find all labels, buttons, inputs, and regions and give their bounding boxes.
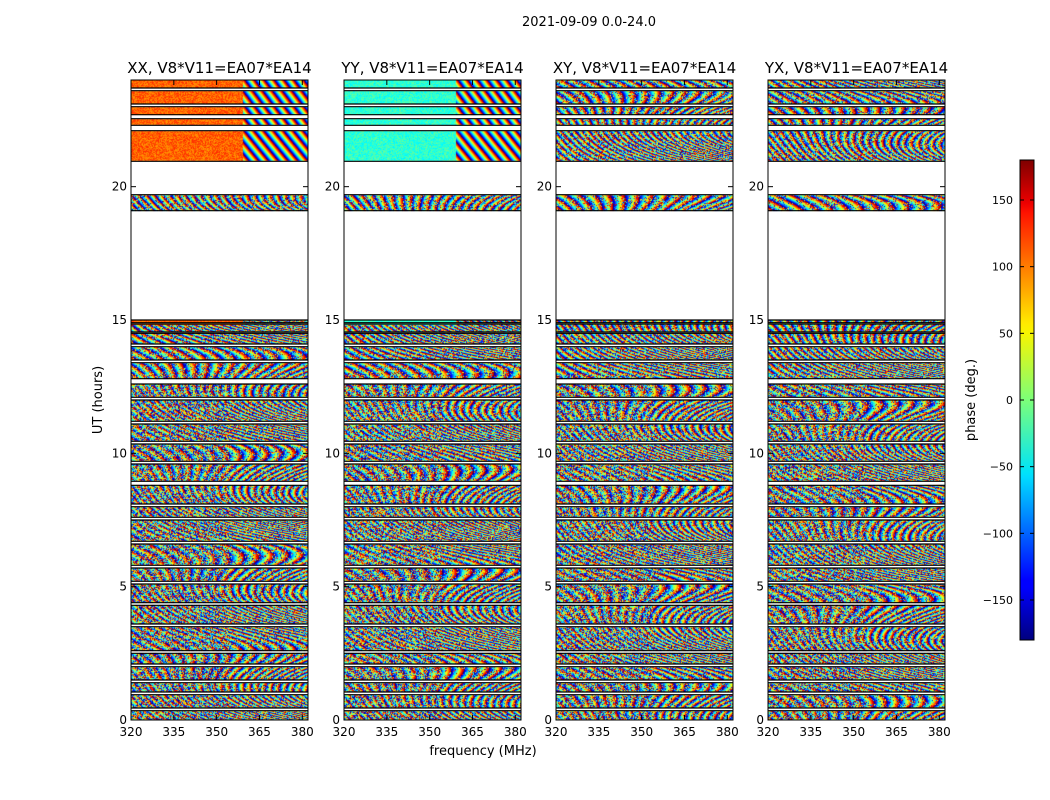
x-tick-label: 380 [928, 725, 951, 739]
y-tick-label: 15 [112, 313, 127, 327]
y-tick-label: 0 [756, 713, 764, 727]
panel-xx: XX, V8*V11=EA07*EA14 320 335 350 365 380 0 5 10 1… [112, 59, 314, 739]
y-tick-label: 5 [119, 580, 127, 594]
panel-frame [343, 79, 522, 721]
x-tick-label: 380 [291, 725, 314, 739]
y-tick-label: 5 [544, 580, 552, 594]
colorbar-tick-label: 50 [999, 327, 1013, 340]
x-tick-label: 350 [418, 725, 441, 739]
panel-frame [555, 79, 734, 721]
y-tick-label: 15 [749, 313, 764, 327]
y-tick-label: 20 [749, 180, 764, 194]
y-tick-label: 10 [749, 446, 764, 460]
panel-xy: XY, V8*V11=EA07*EA14 320 335 350 365 380 0 5 10 1… [537, 59, 739, 739]
y-axis-label: UT (hours) [91, 366, 106, 434]
panel-title: YX, V8*V11=EA07*EA14 [764, 59, 948, 77]
y-tick-label: 0 [332, 713, 340, 727]
panel-frame [130, 79, 309, 721]
panel-title: YY, V8*V11=EA07*EA14 [340, 59, 523, 77]
y-tick-label: 5 [332, 580, 340, 594]
y-tick-label: 10 [537, 446, 552, 460]
y-tick-label: 0 [544, 713, 552, 727]
x-tick-label: 335 [162, 725, 185, 739]
colorbar-label: phase (deg.) [964, 359, 979, 441]
panel-yy: YY, V8*V11=EA07*EA14 320 335 350 365 380 0 5 10 1… [325, 59, 527, 739]
x-tick-label: 335 [799, 725, 822, 739]
panel-yx: YX, V8*V11=EA07*EA14 320 335 350 365 380 0 5 10 1… [749, 59, 951, 739]
y-tick-label: 15 [325, 313, 340, 327]
x-tick-label: 320 [545, 725, 568, 739]
y-tick-label: 20 [112, 180, 127, 194]
x-tick-label: 380 [716, 725, 739, 739]
colorbar-tick-label: −150 [983, 594, 1013, 607]
colorbar-tick-label: 100 [992, 261, 1013, 274]
panels-group: XX, V8*V11=EA07*EA14 320 335 350 365 380 0 5 10 1… [112, 59, 951, 739]
colorbar-ticks: 150 100 50 0 −50 −100 −150 [983, 194, 1034, 607]
y-tick-label: 20 [537, 180, 552, 194]
x-tick-label: 350 [630, 725, 653, 739]
x-tick-label: 380 [504, 725, 527, 739]
x-tick-label: 350 [842, 725, 865, 739]
y-tick-label: 20 [325, 180, 340, 194]
x-tick-label: 365 [248, 725, 271, 739]
colorbar: 150 100 50 0 −50 −100 −150 phase (deg.) [964, 159, 1035, 641]
x-tick-label: 365 [461, 725, 484, 739]
colorbar-tick-label: −100 [983, 527, 1013, 540]
y-tick-label: 15 [537, 313, 552, 327]
panel-title: XX, V8*V11=EA07*EA14 [127, 59, 311, 77]
x-tick-label: 365 [885, 725, 908, 739]
colorbar-tick-label: 150 [992, 194, 1013, 207]
y-tick-label: 10 [325, 446, 340, 460]
x-tick-label: 335 [375, 725, 398, 739]
y-tick-label: 10 [112, 446, 127, 460]
x-tick-label: 320 [120, 725, 143, 739]
colorbar-tick-label: 0 [1006, 394, 1013, 407]
x-tick-label: 335 [587, 725, 610, 739]
panel-title: XY, V8*V11=EA07*EA14 [553, 59, 736, 77]
figure-title: 2021-09-09 0.0-24.0 [522, 15, 656, 30]
y-tick-label: 5 [756, 580, 764, 594]
x-tick-label: 350 [205, 725, 228, 739]
x-axis-label: frequency (MHz) [429, 744, 536, 759]
y-tick-label: 0 [119, 713, 127, 727]
panel-frame [767, 79, 946, 721]
x-tick-label: 320 [757, 725, 780, 739]
x-tick-label: 365 [673, 725, 696, 739]
colorbar-tick-label: −50 [990, 461, 1013, 474]
x-tick-label: 320 [333, 725, 356, 739]
